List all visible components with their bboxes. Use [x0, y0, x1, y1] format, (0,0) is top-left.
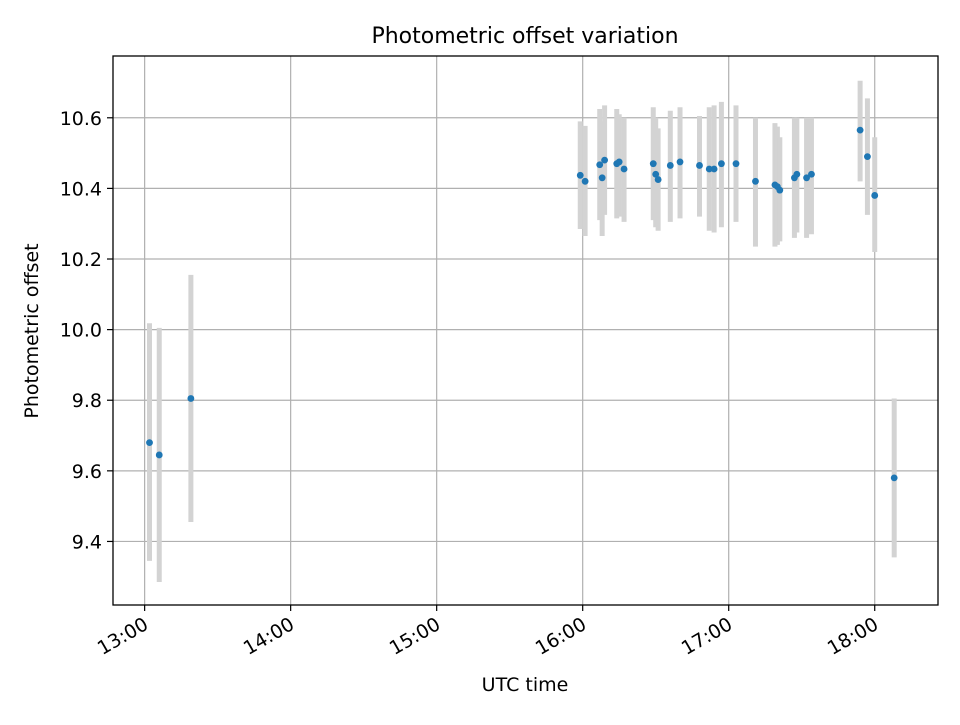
data-point	[676, 158, 684, 166]
data-point	[652, 170, 660, 178]
data-point	[581, 177, 589, 185]
data-point	[803, 174, 810, 182]
data-point	[576, 171, 584, 179]
data-point	[649, 160, 657, 168]
data-point	[890, 474, 898, 482]
y-tick-label: 10.2	[60, 249, 102, 271]
data-point	[187, 395, 195, 402]
y-axis-label: Photometric offset	[21, 243, 43, 418]
data-point	[856, 126, 864, 134]
data-point	[705, 165, 713, 173]
y-tick-label: 9.8	[72, 390, 102, 412]
data-point	[732, 160, 740, 168]
data-point	[808, 170, 815, 178]
y-tick-label: 10.0	[60, 320, 102, 342]
data-points	[146, 126, 898, 482]
data-point	[710, 165, 718, 173]
data-point	[718, 160, 725, 168]
data-point	[776, 186, 784, 194]
chart-title: Photometric offset variation	[371, 24, 678, 49]
data-point	[864, 153, 871, 161]
data-point	[598, 174, 606, 182]
data-point	[793, 170, 801, 178]
data-point	[601, 156, 608, 164]
axes-frame	[112, 55, 939, 606]
data-point	[871, 192, 879, 199]
data-point	[696, 162, 703, 169]
data-point	[752, 177, 759, 185]
data-point	[146, 439, 153, 446]
y-tick-label: 10.4	[60, 178, 102, 200]
data-point	[596, 161, 604, 169]
data-point	[654, 176, 662, 183]
data-point	[666, 162, 674, 169]
data-point	[620, 165, 628, 173]
x-axis-label: UTC time	[482, 674, 569, 696]
y-tick-label: 10.6	[60, 108, 102, 130]
y-tick-label: 9.6	[72, 461, 102, 483]
data-point	[615, 158, 623, 166]
data-point	[155, 451, 163, 459]
y-tick-label: 9.4	[72, 531, 102, 553]
